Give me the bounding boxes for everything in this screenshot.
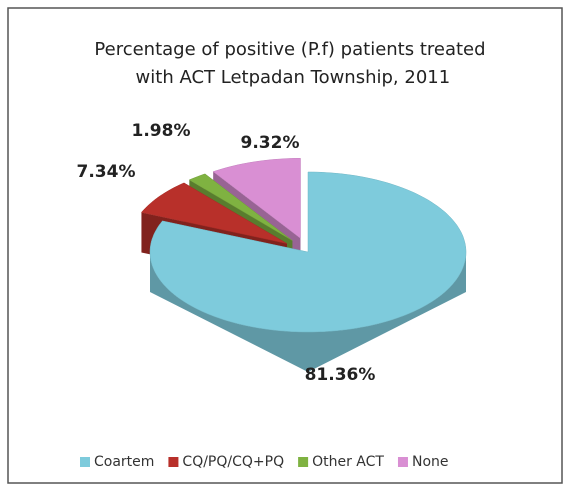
legend-label: Other ACT xyxy=(312,454,384,470)
slice-side xyxy=(150,252,466,372)
legend-label: CQ/PQ/CQ+PQ xyxy=(182,454,284,470)
legend-label: Coartem xyxy=(94,454,154,470)
data-label: 7.34% xyxy=(77,162,136,182)
legend-swatch xyxy=(298,457,309,467)
legend-swatch xyxy=(168,457,179,467)
data-label: 9.32% xyxy=(241,133,300,153)
data-label: 81.36% xyxy=(305,365,376,385)
legend-label: None xyxy=(412,454,449,470)
pie-slice xyxy=(212,158,301,239)
pie-slice xyxy=(188,173,293,241)
legend-swatch xyxy=(80,457,90,467)
legend-swatch xyxy=(397,457,408,467)
pie-slice xyxy=(140,182,288,244)
data-label: 1.98% xyxy=(132,121,191,141)
pie-slice xyxy=(149,171,467,333)
chart-title: Percentage of positive (P.f) patients tr… xyxy=(94,39,485,88)
